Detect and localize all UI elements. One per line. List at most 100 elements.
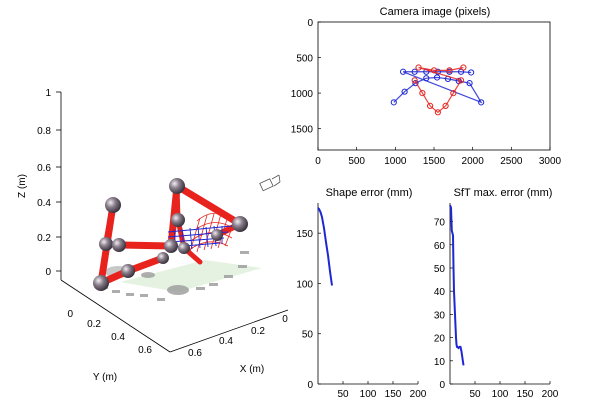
camera-x-tick-label: 2000 — [462, 156, 485, 167]
z-tick-label: 1 — [45, 88, 51, 99]
robot-joints — [93, 178, 248, 291]
camera-y-tick-label: 0 — [307, 18, 313, 29]
camera-wireframe-blue — [393, 71, 483, 104]
z-axis-label: Z (m) — [17, 174, 28, 198]
y-tick-label: 0.4 — [111, 332, 125, 343]
y-tick-label: 0 — [67, 309, 73, 320]
camera-point-blue — [478, 99, 485, 106]
y-tick-label: 10 — [434, 357, 446, 368]
camera-plot-title: Camera image (pixels) — [380, 6, 491, 18]
robot-joint — [232, 216, 248, 232]
robot-joint — [105, 197, 121, 213]
camera-point-red — [430, 67, 438, 74]
robot-joint — [112, 238, 126, 252]
scene-3d-plot: 1 0.8 0.6 0.4 0.2 0 0 0.2 0.4 0.6 0 0.2 … — [17, 88, 288, 383]
camera-x-tick-label: 3000 — [539, 156, 562, 167]
y-tick-label: 60 — [434, 241, 446, 252]
x-tick-label: 0.6 — [188, 348, 202, 359]
camera-y-tick-label: 1500 — [291, 125, 314, 136]
y-axis-line — [60, 279, 171, 353]
shape-error-line — [317, 207, 333, 286]
camera-point-blue — [399, 68, 407, 75]
x-tick-label: 0.4 — [219, 336, 233, 347]
x-tick-label: 150 — [385, 389, 402, 400]
camera-x-tick-label: 500 — [348, 156, 365, 167]
x-tick-label: 50 — [337, 389, 349, 400]
camera-point-blue — [433, 74, 441, 81]
y-tick-label: 100 — [296, 279, 313, 290]
camera-x-tick-label: 0 — [315, 156, 321, 167]
y-tick-label: 0.2 — [87, 319, 101, 330]
camera-plot-frame — [317, 21, 551, 151]
camera-y-tick-label: 1000 — [291, 89, 314, 100]
robot-joint — [178, 242, 190, 254]
camera-point-red — [427, 102, 434, 110]
robot-joint — [93, 275, 109, 291]
x-axis-line — [169, 309, 289, 353]
robot-joint — [169, 178, 185, 194]
camera-point-blue — [466, 80, 473, 87]
y-axis-label: Y (m) — [93, 372, 117, 383]
y-tick-label: 50 — [302, 330, 314, 341]
camera-point-blue — [390, 99, 397, 106]
robot-joint — [211, 229, 223, 241]
camera-x-tick-label: 1000 — [384, 156, 407, 167]
y-tick-label: 40 — [434, 287, 446, 298]
x-tick-label: 200 — [542, 389, 559, 400]
z-tick-label: 0.6 — [37, 163, 51, 174]
x-tick-label: 100 — [360, 389, 377, 400]
x-tick-label: 150 — [517, 389, 534, 400]
sft-error-title: SfT max. error (mm) — [454, 187, 553, 199]
sft-error-plot: SfT max. error (mm) 50 100 150 200 0 10 20 30 40… — [434, 187, 559, 400]
camera-point-blue — [423, 75, 430, 82]
y-tick-label: 0 — [439, 380, 445, 391]
camera-point-red — [457, 77, 465, 84]
robot-joint — [99, 237, 113, 251]
camera-point-blue — [411, 68, 418, 75]
camera-icon — [259, 174, 281, 192]
camera-point-blue — [401, 88, 408, 95]
shape-error-plot: Shape error (mm) 50 100 150 200 0 50 100 150 — [296, 187, 426, 400]
camera-point-blue — [434, 68, 441, 75]
y-tick-label: 30 — [434, 310, 446, 321]
y-tick-label: 50 — [434, 264, 446, 275]
camera-x-tick-label: 2500 — [500, 156, 523, 167]
z-tick-label: 0.4 — [37, 198, 51, 209]
y-tick-label: 20 — [434, 334, 446, 345]
camera-image-plot: Camera image (pixels) 0 500 1000 1500 2000 25… — [291, 6, 562, 167]
x-tick-label: 200 — [410, 389, 427, 400]
floor-patch — [120, 260, 262, 292]
z-tick-label: 0.8 — [37, 126, 51, 137]
camera-point-red — [411, 77, 418, 84]
camera-point-red — [450, 90, 457, 97]
camera-point-red — [434, 109, 441, 116]
camera-wireframe-red — [414, 66, 464, 114]
robot-joint — [121, 264, 135, 278]
x-tick-label: 100 — [492, 389, 509, 400]
y-tick-label: 0.6 — [138, 345, 152, 356]
y-tick-label: 70 — [434, 218, 446, 229]
robot-joint — [157, 252, 169, 264]
z-tick-label: 0 — [45, 267, 51, 278]
z-tick-label: 0.2 — [37, 233, 51, 244]
camera-x-tick-label: 1500 — [423, 156, 446, 167]
x-tick-label: 0 — [282, 314, 288, 325]
y-tick-label: 0 — [307, 380, 313, 391]
x-axis-label: X (m) — [240, 364, 264, 375]
shape-error-title: Shape error (mm) — [326, 187, 413, 199]
sft-error-line — [449, 204, 465, 366]
camera-point-red — [415, 64, 422, 71]
x-tick-label: 0.2 — [251, 326, 265, 337]
camera-point-red — [460, 64, 467, 71]
y-tick-label: 150 — [296, 229, 313, 240]
camera-point-blue — [468, 69, 475, 76]
camera-point-red — [419, 90, 426, 97]
camera-y-tick-label: 500 — [296, 54, 313, 65]
x-tick-label: 50 — [469, 389, 481, 400]
robot-joint — [171, 213, 185, 227]
robot-joint — [164, 239, 178, 253]
camera-point-red — [446, 67, 453, 74]
camera-point-red — [442, 102, 449, 110]
